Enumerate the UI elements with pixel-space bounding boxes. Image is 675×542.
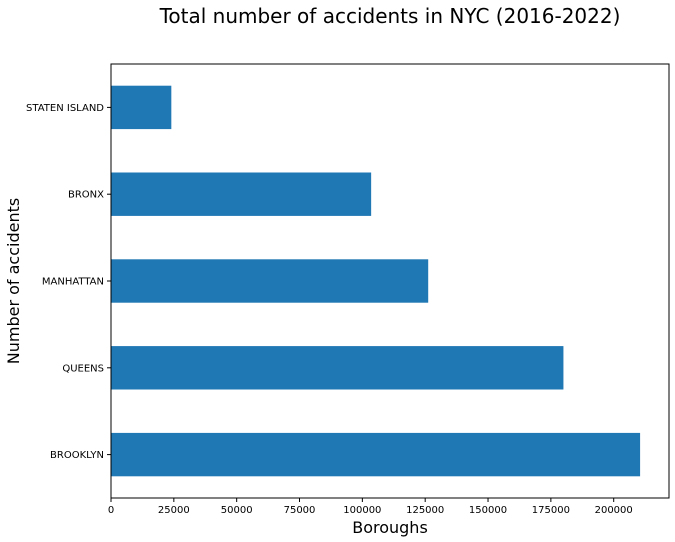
bar-staten-island bbox=[111, 85, 172, 130]
x-axis-title: Boroughs bbox=[352, 518, 428, 537]
bar-manhattan bbox=[111, 259, 429, 303]
x-tick-label: 175000 bbox=[532, 505, 570, 516]
y-axis-ticks: BROOKLYN QUEENS MANHATTAN BRONX STATEN ISLAN… bbox=[26, 103, 111, 461]
x-tick-label: 125000 bbox=[406, 505, 444, 516]
x-tick-label: 200000 bbox=[595, 505, 633, 516]
x-tick-label: 100000 bbox=[343, 505, 381, 516]
bar-bronx bbox=[111, 172, 372, 216]
y-tick-label: BRONX bbox=[68, 190, 104, 201]
x-axis-ticks: 0 25000 50000 75000 100000 125000 150000 175000… bbox=[108, 498, 633, 516]
x-tick-label: 25000 bbox=[158, 505, 190, 516]
y-tick-label: MANHATTAN bbox=[42, 277, 104, 288]
x-tick-label: 75000 bbox=[284, 505, 316, 516]
chart-title: Total number of accidents in NYC (2016-2… bbox=[159, 4, 621, 28]
x-tick-label: 50000 bbox=[221, 505, 253, 516]
y-axis-title: Number of accidents bbox=[4, 198, 23, 364]
y-tick-label: STATEN ISLAND bbox=[26, 103, 104, 114]
x-tick-label: 0 bbox=[108, 505, 114, 516]
bars-layer bbox=[111, 85, 641, 477]
y-tick-label: QUEENS bbox=[62, 363, 104, 374]
bar-queens bbox=[111, 346, 564, 390]
x-tick-label: 150000 bbox=[469, 505, 507, 516]
bar-brooklyn bbox=[111, 432, 641, 477]
y-tick-label: BROOKLYN bbox=[50, 450, 104, 461]
